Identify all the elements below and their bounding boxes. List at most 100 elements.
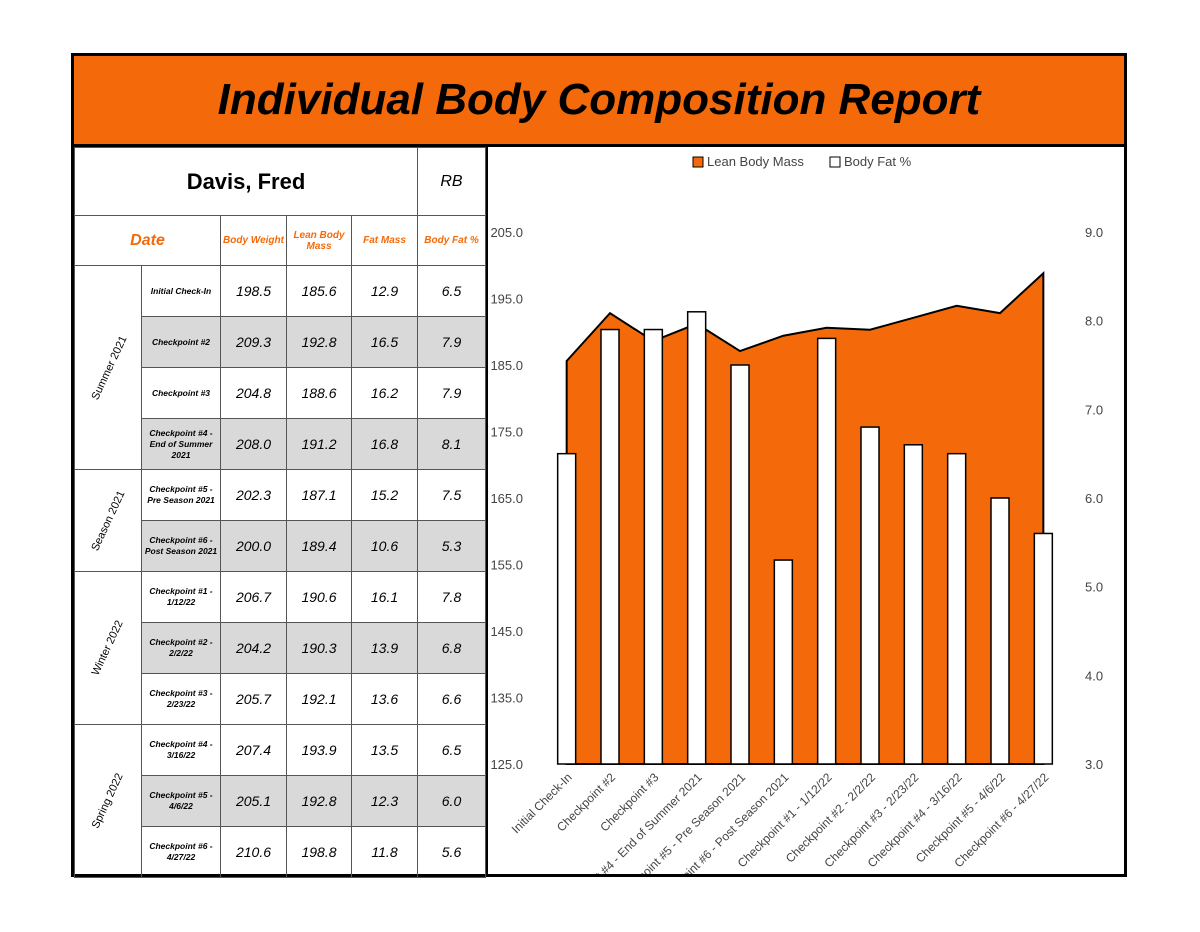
season-label: Winter 2022 (74, 571, 142, 725)
body-fat-bar (1033, 532, 1054, 765)
y-left-tick-label: 155.0 (490, 558, 523, 573)
lean-body-mass-cell: 188.6 (286, 367, 352, 419)
body-fat-bar (556, 452, 577, 765)
athlete-name: Davis, Fred (74, 147, 418, 216)
y-right-tick-label: 4.0 (1085, 668, 1103, 683)
lean-body-mass-cell: 190.3 (286, 622, 352, 674)
athlete-position: RB (417, 147, 486, 216)
body-weight-cell: 202.3 (220, 469, 287, 521)
body-fat-cell: 7.8 (417, 571, 486, 623)
season-label-text: Summer 2021 (89, 333, 130, 402)
body-fat-bar (686, 311, 707, 765)
checkpoint-label: Checkpoint #4 - End of Summer 2021 (141, 418, 221, 470)
y-left-tick-label: 185.0 (490, 358, 523, 373)
fat-mass-cell: 12.9 (351, 265, 418, 317)
body-fat-cell: 6.5 (417, 265, 486, 317)
body-fat-cell: 8.1 (417, 418, 486, 470)
fat-mass-cell: 16.2 (351, 367, 418, 419)
header-lean-body-mass: Lean Body Mass (286, 215, 352, 266)
body-fat-cell: 6.0 (417, 775, 486, 827)
body-fat-cell: 7.9 (417, 367, 486, 419)
body-fat-bar (730, 364, 750, 765)
checkpoint-label: Checkpoint #6 - Post Season 2021 (141, 520, 221, 572)
header-fat-mass: Fat Mass (351, 215, 418, 266)
table-row: Winter 2022 Checkpoint #1 - 1/12/22 206.7 1… (74, 571, 486, 725)
y-left-tick-label: 175.0 (490, 425, 523, 440)
body-weight-cell: 209.3 (220, 316, 287, 368)
report-frame: Individual Body Composition Report Davis… (71, 53, 1127, 922)
fat-mass-cell: 12.3 (351, 775, 418, 827)
body-weight-cell: 208.0 (220, 418, 287, 470)
y-left-tick-label: 135.0 (490, 691, 523, 706)
body-fat-bar (990, 497, 1010, 765)
table-row: Summer 2021 Initial Check-In 198.5 185.6 12.… (74, 265, 486, 470)
season-label-text: Winter 2022 (90, 618, 126, 678)
title-bar: Individual Body Composition Report (74, 56, 1124, 147)
table-row: Spring 2022 Checkpoint #4 - 3/16/22 207.4 1… (74, 724, 486, 878)
x-tick-label: Checkpoint #6 - Post Season 2021 (650, 770, 791, 874)
fat-mass-cell: 13.5 (351, 724, 418, 776)
lean-body-mass-cell: 192.8 (286, 316, 352, 368)
table-row: Checkpoint #2 - 2/2/22 204.2 190.3 13.9 6.8 (75, 622, 486, 674)
y-left-tick-label: 125.0 (490, 757, 523, 772)
lean-body-mass-cell: 192.8 (286, 775, 352, 827)
lean-body-mass-cell: 198.8 (286, 826, 352, 878)
header-body-weight: Body Weight (220, 215, 287, 266)
season-label-text: Spring 2022 (90, 771, 126, 831)
table-row: Checkpoint #4 - End of Summer 2021 208.0 1… (75, 418, 486, 470)
fat-mass-cell: 10.6 (351, 520, 418, 572)
table-row: Checkpoint #3 204.8 188.6 16.2 7.9 (75, 367, 486, 419)
lean-body-mass-cell: 185.6 (286, 265, 352, 317)
legend-label-lean-body-mass: Lean Body Mass (707, 154, 804, 169)
season-label-text: Season 2021 (88, 488, 128, 553)
lean-body-mass-cell: 190.6 (286, 571, 352, 623)
data-table-panel: Davis, Fred RB Date Body Weight Lean Bod… (74, 147, 488, 878)
checkpoint-label: Checkpoint #3 - 2/23/22 (141, 673, 221, 725)
fat-mass-cell: 13.6 (351, 673, 418, 725)
body-fat-bar (816, 337, 837, 765)
body-fat-bar (903, 444, 924, 765)
y-right-tick-label: 7.0 (1085, 402, 1103, 417)
table-row: Checkpoint #6 - 4/27/22 210.6 198.8 11.8 5.6 (75, 826, 486, 878)
y-right-tick-label: 5.0 (1085, 580, 1103, 595)
body-fat-cell: 7.9 (417, 316, 486, 368)
body-composition-table: Davis, Fred RB Date Body Weight Lean Bod… (74, 147, 486, 878)
checkpoint-label: Checkpoint #6 - 4/27/22 (141, 826, 221, 878)
body-fat-bar (946, 452, 967, 765)
y-left-tick-label: 145.0 (490, 624, 523, 639)
report-title: Individual Body Composition Report (217, 75, 981, 124)
body-fat-cell: 5.3 (417, 520, 486, 572)
body-weight-cell: 198.5 (220, 265, 287, 317)
season-label: Season 2021 (74, 469, 142, 572)
body-fat-bar (643, 328, 664, 765)
y-right-tick-label: 3.0 (1085, 757, 1103, 772)
table-row: Season 2021 Checkpoint #5 - Pre Season 20… (74, 469, 486, 572)
table-row: Checkpoint #2 209.3 192.8 16.5 7.9 (75, 316, 486, 368)
y-right-tick-label: 8.0 (1085, 314, 1103, 329)
y-right-tick-label: 9.0 (1085, 225, 1103, 240)
fat-mass-cell: 15.2 (351, 469, 418, 521)
body-weight-cell: 200.0 (220, 520, 287, 572)
lean-body-mass-cell: 187.1 (286, 469, 352, 521)
body-fat-cell: 7.5 (417, 469, 486, 521)
body-weight-cell: 206.7 (220, 571, 287, 623)
body-fat-bar (773, 559, 794, 765)
body-weight-cell: 210.6 (220, 826, 287, 878)
body-fat-cell: 5.6 (417, 826, 486, 878)
body-fat-cell: 6.6 (417, 673, 486, 725)
table-row: Checkpoint #6 - Post Season 2021 200.0 189… (75, 520, 486, 572)
season-label: Summer 2021 (74, 265, 142, 470)
body-composition-chart: 125.0 135.0 145.0 155.0 165.0 175.0 185.0 195.0… (490, 154, 1103, 922)
fat-mass-cell: 16.8 (351, 418, 418, 470)
checkpoint-label: Checkpoint #2 - 2/2/22 (141, 622, 221, 674)
body-weight-cell: 204.2 (220, 622, 287, 674)
body-weight-cell: 205.1 (220, 775, 287, 827)
table-row: Checkpoint #3 - 2/23/22 205.7 192.1 13.6 6.6 (75, 673, 486, 725)
lean-body-mass-area (565, 270, 1045, 765)
fat-mass-cell: 13.9 (351, 622, 418, 674)
header-date: Date (74, 215, 221, 266)
fat-mass-cell: 16.1 (351, 571, 418, 623)
header-body-fat: Body Fat % (417, 215, 486, 266)
lean-body-mass-cell: 193.9 (286, 724, 352, 776)
legend-label-body-fat: Body Fat % (844, 154, 912, 169)
